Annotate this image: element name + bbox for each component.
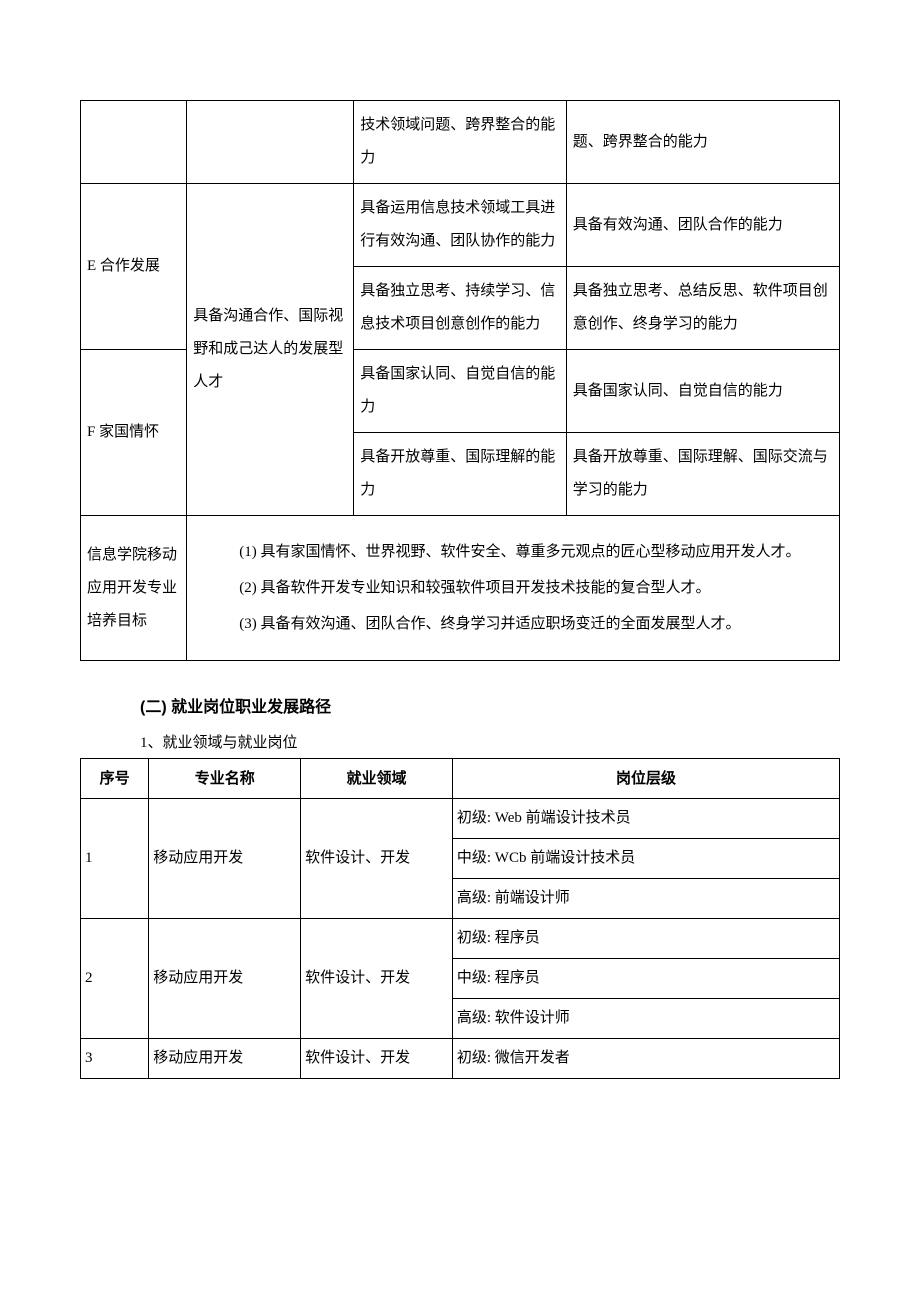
goal-paragraph-1: (1) 具有家国情怀、世界视野、软件安全、尊重多元观点的匠心型移动应用开发人才。	[209, 534, 827, 570]
cell-level: 初级: 微信开发者	[452, 1039, 839, 1079]
table-row: 1 移动应用开发 软件设计、开发 初级: Web 前端设计技术员	[81, 799, 840, 839]
cell-seq: 3	[81, 1039, 149, 1079]
job-path-table: 序号 专业名称 就业领域 岗位层级 1 移动应用开发 软件设计、开发 初级: W…	[80, 758, 840, 1079]
cell-major: 移动应用开发	[149, 919, 301, 1039]
cell-level: 初级: Web 前端设计技术员	[452, 799, 839, 839]
col-header-seq: 序号	[81, 759, 149, 799]
cell-empty	[187, 101, 354, 184]
table-header-row: 序号 专业名称 就业领域 岗位层级	[81, 759, 840, 799]
cell-field: 软件设计、开发	[301, 1039, 453, 1079]
cell-ability: 技术领域问题、跨界整合的能力	[354, 101, 567, 184]
cell-ability: 具备国家认同、自觉自信的能力	[354, 350, 567, 433]
category-f-label: F 家国情怀	[81, 350, 187, 516]
cell-ability: 具备国家认同、自觉自信的能力	[566, 350, 839, 433]
cell-field: 软件设计、开发	[301, 799, 453, 919]
goal-paragraph-3: (3) 具备有效沟通、团队合作、终身学习并适应职场变迁的全面发展型人才。	[209, 606, 827, 642]
cell-level: 中级: WCb 前端设计技术员	[452, 839, 839, 879]
col-header-field: 就业领域	[301, 759, 453, 799]
table-row: 2 移动应用开发 软件设计、开发 初级: 程序员	[81, 919, 840, 959]
col-header-level: 岗位层级	[452, 759, 839, 799]
competency-table: 技术领域问题、跨界整合的能力 题、跨界整合的能力 E 合作发展 具备沟通合作、国…	[80, 100, 840, 661]
table-row: 3 移动应用开发 软件设计、开发 初级: 微信开发者	[81, 1039, 840, 1079]
cell-field: 软件设计、开发	[301, 919, 453, 1039]
col-header-major: 专业名称	[149, 759, 301, 799]
cell-ability: 具备运用信息技术领域工具进行有效沟通、团队协作的能力	[354, 184, 567, 267]
shared-mid-cell: 具备沟通合作、国际视野和成己达人的发展型人才	[187, 184, 354, 516]
cell-major: 移动应用开发	[149, 1039, 301, 1079]
cell-level: 中级: 程序员	[452, 959, 839, 999]
cell-ability: 具备开放尊重、国际理解的能力	[354, 433, 567, 516]
cell-ability: 具备开放尊重、国际理解、国际交流与学习的能力	[566, 433, 839, 516]
cell-seq: 1	[81, 799, 149, 919]
table-row: 技术领域问题、跨界整合的能力 题、跨界整合的能力	[81, 101, 840, 184]
cell-seq: 2	[81, 919, 149, 1039]
table-row-goal: 信息学院移动应用开发专业培养目标 (1) 具有家国情怀、世界视野、软件安全、尊重…	[81, 516, 840, 661]
goal-paragraph-2: (2) 具备软件开发专业知识和较强软件项目开发技术技能的复合型人才。	[209, 570, 827, 606]
cell-level: 高级: 软件设计师	[452, 999, 839, 1039]
section-2-heading: (二) 就业岗位职业发展路径	[140, 693, 840, 717]
cell-ability: 具备独立思考、持续学习、信息技术项目创意创作的能力	[354, 267, 567, 350]
goal-content-cell: (1) 具有家国情怀、世界视野、软件安全、尊重多元观点的匠心型移动应用开发人才。…	[187, 516, 840, 661]
section-2-subheading: 1、就业领域与就业岗位	[140, 731, 840, 752]
cell-ability: 具备有效沟通、团队合作的能力	[566, 184, 839, 267]
table-row: E 合作发展 具备沟通合作、国际视野和成己达人的发展型人才 具备运用信息技术领域…	[81, 184, 840, 267]
cell-ability: 具备独立思考、总结反思、软件项目创意创作、终身学习的能力	[566, 267, 839, 350]
cell-empty	[81, 101, 187, 184]
cell-level: 初级: 程序员	[452, 919, 839, 959]
cell-ability: 题、跨界整合的能力	[566, 101, 839, 184]
goal-label-cell: 信息学院移动应用开发专业培养目标	[81, 516, 187, 661]
cell-major: 移动应用开发	[149, 799, 301, 919]
category-e-label: E 合作发展	[81, 184, 187, 350]
cell-level: 高级: 前端设计师	[452, 879, 839, 919]
